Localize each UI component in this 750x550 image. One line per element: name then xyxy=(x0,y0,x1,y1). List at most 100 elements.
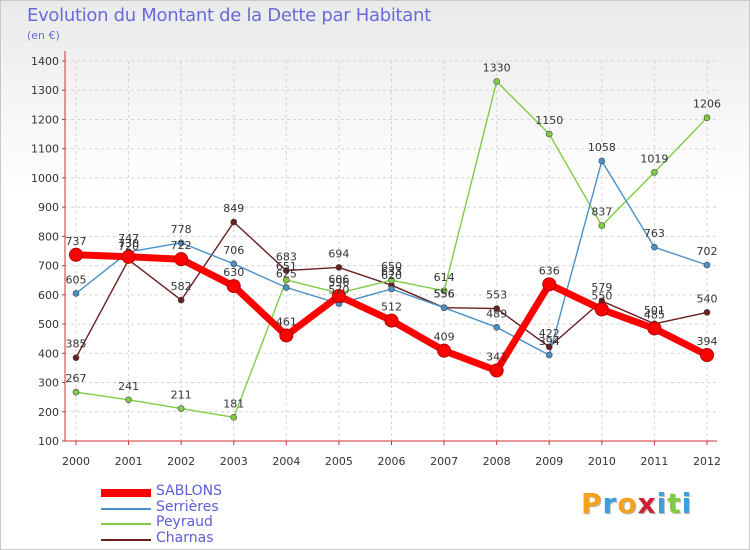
data-label: 501 xyxy=(644,304,665,317)
data-label: 837 xyxy=(591,206,612,219)
x-tick-label: 2009 xyxy=(535,455,563,468)
data-label: 556 xyxy=(434,288,455,301)
y-tick-label: 1000 xyxy=(31,172,59,185)
data-label: 582 xyxy=(171,280,192,293)
data-point xyxy=(177,405,185,412)
axes: 100 200 300 400 500 600 700 800 900 1000 1100 1200 1… xyxy=(31,51,721,468)
y-tick-label: 500 xyxy=(38,318,59,331)
data-point xyxy=(594,302,609,317)
x-tick-label: 2011 xyxy=(640,455,668,468)
data-label: 211 xyxy=(171,389,192,402)
y-tick-label: 1100 xyxy=(31,143,59,156)
data-label: 683 xyxy=(276,251,297,264)
data-label: 605 xyxy=(66,273,87,286)
data-point xyxy=(493,305,500,312)
data-point xyxy=(331,289,346,304)
data-point xyxy=(388,276,395,284)
data-label: 730 xyxy=(118,237,139,250)
chart-subtitle: (en €) xyxy=(27,29,60,42)
data-label: 181 xyxy=(223,397,244,410)
data-label: 570 xyxy=(328,284,349,297)
data-point xyxy=(283,284,290,291)
data-label: 625 xyxy=(276,268,297,281)
legend-label: Charnas xyxy=(156,529,214,546)
y-tick-label: 800 xyxy=(38,230,59,243)
logo-letter: o xyxy=(617,487,638,520)
data-point xyxy=(489,363,504,378)
logo-letter: t xyxy=(667,487,682,520)
data-point xyxy=(279,328,294,343)
data-label: 620 xyxy=(381,269,402,282)
data-label: 394 xyxy=(697,335,718,348)
data-point xyxy=(440,287,448,295)
data-point xyxy=(703,261,711,269)
logo-letter: P xyxy=(581,487,603,520)
y-tick-label: 100 xyxy=(38,435,59,448)
data-point xyxy=(335,264,343,271)
data-label: 1058 xyxy=(588,141,616,154)
logo-letter: x xyxy=(637,487,657,520)
data-label: 596 xyxy=(328,276,349,289)
data-label: 1206 xyxy=(693,98,721,111)
data-label: 485 xyxy=(644,308,665,321)
data-label: 394 xyxy=(539,335,560,348)
data-label: 650 xyxy=(381,260,402,273)
grid xyxy=(65,60,717,442)
data-point xyxy=(384,313,399,328)
y-tick-label: 1200 xyxy=(31,113,59,126)
data-point xyxy=(493,323,500,331)
data-label: 512 xyxy=(381,301,402,314)
data-point xyxy=(230,260,238,268)
data-label: 1150 xyxy=(535,114,563,127)
data-point xyxy=(388,285,395,293)
data-point xyxy=(542,277,557,292)
data-point xyxy=(703,114,711,122)
data-label: 553 xyxy=(486,289,507,302)
legend-swatch xyxy=(101,489,151,497)
data-point xyxy=(177,239,185,247)
data-label: 422 xyxy=(539,327,560,340)
data-point xyxy=(598,222,606,229)
data-label: 579 xyxy=(591,281,612,294)
legend-swatch xyxy=(101,538,151,541)
legend-swatch xyxy=(101,507,151,510)
data-point xyxy=(440,304,448,312)
data-label: 614 xyxy=(434,271,455,284)
y-tick-label: 400 xyxy=(38,347,59,360)
x-tick-label: 2006 xyxy=(378,455,406,468)
data-label: 633 xyxy=(381,265,402,278)
data-label: 636 xyxy=(539,264,560,277)
data-point xyxy=(703,309,711,316)
data-label: 241 xyxy=(118,380,139,393)
data-point xyxy=(598,157,606,165)
chart-title: Evolution du Montant de la Dette par Hab… xyxy=(27,5,431,26)
legend-label: SABLONS xyxy=(156,483,223,499)
logo-letter: i xyxy=(656,487,668,520)
data-point xyxy=(545,343,553,351)
x-tick-label: 2005 xyxy=(325,455,353,468)
data-label: 722 xyxy=(171,239,192,252)
x-tick-label: 2000 xyxy=(62,455,90,468)
data-point xyxy=(125,396,132,404)
data-label: 747 xyxy=(118,232,139,245)
data-label: 1019 xyxy=(640,152,668,165)
y-tick-label: 200 xyxy=(38,406,59,419)
data-point xyxy=(72,354,80,361)
data-point xyxy=(72,290,80,297)
data-point xyxy=(437,343,452,358)
data-point xyxy=(545,130,553,138)
data-label: 651 xyxy=(276,260,297,273)
data-point xyxy=(545,351,553,359)
data-labels: 385 720 582 849 683 694 633 556 553 422 579 501 540 2… xyxy=(66,61,722,410)
data-point xyxy=(283,267,290,274)
data-label: 540 xyxy=(697,292,718,305)
data-label: 556 xyxy=(434,288,455,301)
data-label: 702 xyxy=(697,245,718,258)
series-points xyxy=(69,78,714,421)
data-point xyxy=(69,247,83,262)
y-tick-label: 900 xyxy=(38,201,59,214)
y-tick-label: 300 xyxy=(38,377,59,390)
data-label: 341 xyxy=(486,351,507,364)
